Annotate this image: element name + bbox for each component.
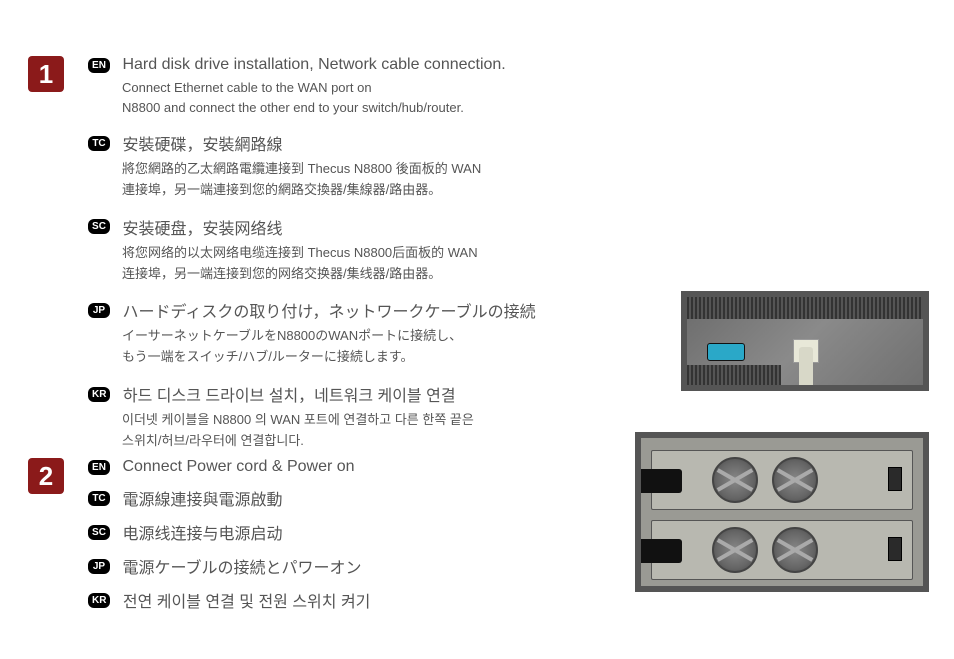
lang-badge-kr-2: KR: [88, 593, 110, 608]
step1-tc-body2: 連接埠，另一端連接到您的網路交換器/集線器/路由器。: [122, 180, 648, 201]
step2-jp: JP 電源ケーブルの接続とパワーオン: [88, 554, 648, 578]
step1-sc-title: 安装硬盘，安装网络线: [122, 221, 282, 238]
lang-badge-jp-2: JP: [88, 559, 110, 574]
lang-badge-en: EN: [88, 58, 110, 73]
step1-en-body1: Connect Ethernet cable to the WAN port o…: [122, 78, 648, 98]
step1-kr-body1: 이더넷 케이블을 N8800 의 WAN 포트에 연결하고 다른 한쪽 끝은: [122, 410, 648, 431]
step1-sc: SC 安装硬盘，安装网络线 将您网络的以太网络电缆连接到 Thecus N880…: [88, 215, 648, 285]
step1-content: EN Hard disk drive installation, Network…: [88, 56, 648, 466]
step1-sc-body1: 将您网络的以太网络电缆连接到 Thecus N8800后面板的 WAN: [122, 243, 648, 264]
step2-sc: SC 电源线连接与电源启动: [88, 520, 648, 544]
step2-en-title: Connect Power cord & Power on: [122, 458, 354, 475]
step1-en-body2: N8800 and connect the other end to your …: [122, 98, 648, 118]
step-number-2: 2: [28, 458, 64, 494]
step1-jp: JP ハードディスクの取り付け，ネットワークケーブルの接続 イーサーネットケーブ…: [88, 298, 648, 368]
photo-power-supply: [635, 432, 929, 592]
step2-jp-title: 電源ケーブルの接続とパワーオン: [122, 560, 361, 577]
step1-tc: TC 安裝硬碟，安裝網路線 將您網路的乙太網路電纜連接到 Thecus N880…: [88, 131, 648, 201]
step1-tc-title: 安裝硬碟，安裝網路線: [122, 137, 282, 154]
step2-en: EN Connect Power cord & Power on: [88, 458, 648, 476]
step1-jp-body1: イーサーネットケーブルをN8800のWANポートに接続し、: [122, 326, 648, 347]
step2-kr-title: 전연 케이블 연결 및 전원 스위치 켜기: [123, 594, 370, 611]
step1-kr-title: 하드 디스크 드라이브 설치，네트워크 케이블 연결: [123, 388, 456, 405]
step2-tc-title: 電源線連接與電源啟動: [122, 492, 282, 509]
lang-badge-sc-2: SC: [88, 525, 110, 540]
step2-content: EN Connect Power cord & Power on TC 電源線連…: [88, 458, 648, 622]
step2-kr: KR 전연 케이블 연결 및 전원 스위치 켜기: [88, 588, 648, 612]
step2-sc-title: 电源线连接与电源启动: [122, 526, 282, 543]
step1-en: EN Hard disk drive installation, Network…: [88, 56, 648, 117]
step1-jp-title: ハードディスクの取り付け，ネットワークケーブルの接続: [122, 304, 535, 321]
step-number-1: 1: [28, 56, 64, 92]
lang-badge-kr: KR: [88, 387, 110, 402]
photo-network-port: [681, 291, 929, 391]
lang-badge-sc: SC: [88, 219, 110, 234]
step1-sc-body2: 连接埠，另一端连接到您的网络交换器/集线器/路由器。: [122, 264, 648, 285]
step1-en-title: Hard disk drive installation, Network ca…: [122, 56, 505, 73]
lang-badge-tc-2: TC: [88, 491, 110, 506]
lang-badge-tc: TC: [88, 136, 110, 151]
lang-badge-jp: JP: [88, 303, 110, 318]
step1-jp-body2: もう一端をスイッチ/ハブ/ルーターに接続します。: [122, 347, 648, 368]
step1-kr: KR 하드 디스크 드라이브 설치，네트워크 케이블 연결 이더넷 케이블을 N…: [88, 382, 648, 452]
step2-tc: TC 電源線連接與電源啟動: [88, 486, 648, 510]
step1-kr-body2: 스위치/허브/라우터에 연결합니다.: [122, 431, 648, 452]
lang-badge-en-2: EN: [88, 460, 110, 475]
step1-tc-body1: 將您網路的乙太網路電纜連接到 Thecus N8800 後面板的 WAN: [122, 159, 648, 180]
